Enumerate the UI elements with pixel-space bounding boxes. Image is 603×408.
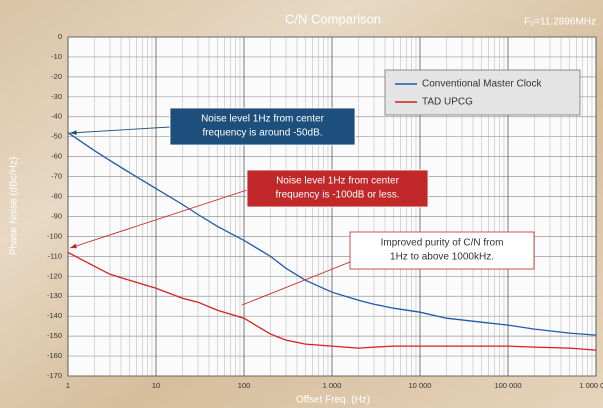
y-axis-label: Phase Noise (dBc/Hz) <box>9 157 20 255</box>
annotation-text: frequency is around -50dB. <box>202 128 322 139</box>
y-tick-label: -90 <box>51 211 62 220</box>
y-tick-label: -40 <box>51 112 62 121</box>
y-tick-label: -30 <box>51 92 62 101</box>
annotation-arrow <box>69 126 171 134</box>
x-tick-label: 10 <box>152 381 160 390</box>
annotation-text: frequency is -100dB or less. <box>276 190 400 201</box>
y-tick-label: -10 <box>51 52 62 61</box>
y-tick-label: -170 <box>47 371 62 380</box>
y-tick-label: -80 <box>51 192 62 201</box>
annotation-box <box>246 169 429 208</box>
y-tick-label: 0 <box>58 32 62 41</box>
legend-box <box>384 69 581 116</box>
subtitle: F₀=11.2896MHz <box>524 17 596 28</box>
y-tick-label: -20 <box>51 72 62 81</box>
chart-title: C/N Comparison <box>285 11 381 26</box>
annotation-text: Noise level 1Hz from center <box>276 176 399 187</box>
y-tick-label: -130 <box>47 291 62 300</box>
annotation-text: Improved purity of C/N from <box>381 238 504 249</box>
annotation-box <box>349 231 535 270</box>
x-tick-label: 1 <box>66 381 70 390</box>
y-tick-label: -150 <box>47 331 62 340</box>
x-tick-label: 100 <box>238 381 251 390</box>
y-tick-label: -100 <box>47 231 62 240</box>
annotation-text: 1Hz to above 1000kHz. <box>390 252 494 263</box>
arrow-head <box>70 243 77 249</box>
y-tick-label: -160 <box>47 351 62 360</box>
annotation-arrow <box>241 261 351 306</box>
series-line <box>67 251 597 351</box>
annotation-arrow <box>69 189 248 249</box>
plot-border <box>67 36 597 377</box>
y-tick-label: -70 <box>51 172 62 181</box>
x-tick-label: 1 000 000 <box>579 381 603 390</box>
legend-label: Conventional Master Clock <box>422 79 542 90</box>
annotation-box <box>169 107 356 146</box>
legend-label: TAD UPCG <box>422 97 473 108</box>
y-tick-label: -140 <box>47 311 62 320</box>
y-tick-label: -60 <box>51 152 62 161</box>
annotation-text: Noise level 1Hz from center <box>201 114 324 125</box>
x-axis-label: Offset Freq. (Hz) <box>296 395 370 406</box>
y-tick-label: -120 <box>47 271 62 280</box>
x-tick-label: 10 000 <box>409 381 432 390</box>
x-tick-label: 1 000 <box>323 381 342 390</box>
y-tick-label: -50 <box>51 132 62 141</box>
x-tick-label: 100 000 <box>494 381 521 390</box>
arrow-head <box>70 130 77 136</box>
series-line <box>67 132 597 336</box>
y-tick-label: -110 <box>48 251 62 260</box>
